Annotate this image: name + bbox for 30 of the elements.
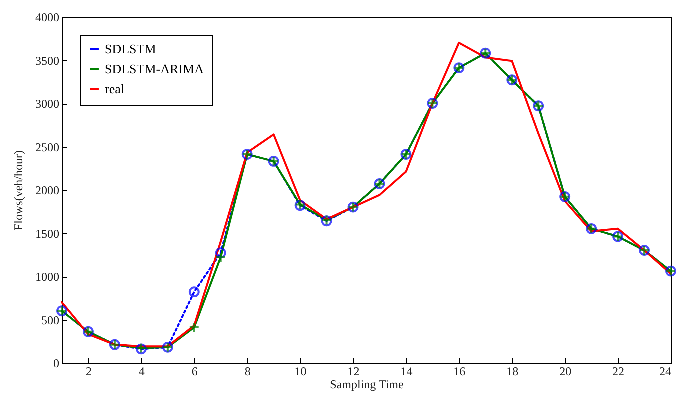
- y-tick-label: 1000: [36, 270, 60, 284]
- x-tick-label: 8: [244, 364, 251, 378]
- x-tick-label: 24: [660, 364, 672, 378]
- y-tick-label: 2000: [36, 184, 60, 198]
- y-tick-label: 500: [42, 313, 60, 328]
- x-tick-label: 2: [86, 364, 92, 378]
- point: [188, 286, 200, 298]
- point: [188, 322, 200, 334]
- y-tick-label: 0: [54, 356, 60, 370]
- x-tick-label: 18: [506, 364, 519, 378]
- y-tick-label: 3000: [36, 97, 60, 111]
- x-tick-label: 4: [138, 364, 145, 378]
- y-tick-label: 1500: [36, 226, 60, 241]
- x-tick-label: 22: [612, 364, 625, 378]
- legend-label: SDLSTM: [105, 42, 157, 56]
- x-tick-label: 14: [400, 364, 413, 378]
- y-axis-title: Flows(veh/hour): [12, 150, 26, 230]
- y-tick-label: 3500: [36, 54, 60, 68]
- x-tick-label: 6: [192, 364, 198, 378]
- x-tick-label: 16: [454, 364, 466, 378]
- legend-label: real: [105, 82, 125, 96]
- point: [215, 252, 226, 263]
- x-tick-label: 20: [560, 364, 572, 378]
- y-tick-label: 4000: [36, 10, 60, 24]
- point: [215, 248, 226, 259]
- x-tick-label: 12: [348, 364, 360, 378]
- x-tick-label: 10: [294, 364, 307, 378]
- x-axis-title: Sampling Time: [330, 378, 404, 392]
- legend-label: SDLSTM-ARIMA: [105, 62, 205, 76]
- y-tick-label: 2500: [36, 140, 60, 154]
